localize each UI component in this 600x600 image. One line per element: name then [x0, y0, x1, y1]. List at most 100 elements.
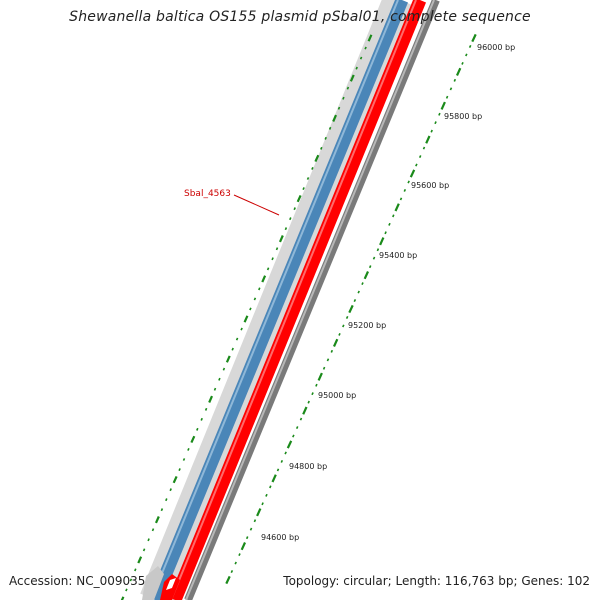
major-tick — [409, 169, 416, 178]
scale-label: 94600 bp — [261, 533, 299, 542]
major-tick — [425, 135, 431, 144]
scale-label: 96000 bp — [477, 43, 515, 52]
forward-strand-highlight — [150, 0, 399, 600]
major-tick — [154, 516, 160, 524]
minor-tick — [129, 578, 133, 582]
forward-gene-end — [142, 566, 164, 600]
major-tick — [332, 338, 339, 347]
minor-tick — [324, 136, 327, 140]
minor-tick — [271, 257, 274, 261]
minor-tick — [230, 570, 234, 574]
major-tick — [363, 271, 370, 280]
minor-tick — [368, 265, 372, 269]
minor-tick — [200, 417, 203, 421]
minor-tick — [295, 426, 299, 430]
minor-tick — [299, 417, 303, 421]
minor-tick — [399, 197, 403, 201]
minor-tick — [468, 44, 472, 48]
major-tick — [190, 435, 196, 444]
minor-tick — [338, 332, 341, 336]
minor-tick — [234, 561, 237, 565]
minor-tick — [434, 121, 437, 125]
minor-tick — [361, 282, 364, 286]
minor-tick — [249, 307, 252, 311]
minor-tick — [292, 434, 295, 438]
minor-tick — [392, 214, 395, 218]
outer-scale-ring — [225, 33, 477, 585]
inner-tick-ring — [120, 34, 373, 600]
minor-tick — [359, 56, 363, 60]
minor-tick — [306, 177, 310, 180]
gene-label: Sbal_4563 — [184, 189, 231, 199]
major-tick — [302, 406, 308, 415]
minor-tick — [204, 407, 208, 411]
minor-tick — [357, 290, 360, 294]
minor-tick — [258, 287, 261, 291]
minor-tick — [284, 451, 287, 455]
major-tick — [440, 101, 446, 110]
minor-tick — [355, 66, 358, 70]
minor-tick — [222, 367, 226, 371]
minor-tick — [284, 227, 288, 231]
major-tick — [137, 556, 143, 564]
major-tick — [240, 542, 247, 551]
minor-tick — [353, 299, 357, 303]
minor-tick — [218, 377, 221, 381]
major-tick — [243, 315, 249, 323]
minor-tick — [231, 347, 234, 351]
minor-tick — [376, 248, 380, 252]
minor-tick — [326, 358, 330, 362]
major-tick — [471, 33, 477, 43]
minor-tick — [187, 447, 190, 451]
scale-label: 94800 bp — [289, 462, 327, 471]
minor-tick — [269, 485, 272, 489]
minor-tick — [453, 78, 457, 82]
major-tick — [314, 154, 320, 163]
minor-tick — [196, 427, 199, 431]
minor-tick — [165, 498, 168, 502]
minor-tick — [245, 536, 249, 540]
minor-tick — [345, 315, 349, 319]
minor-tick — [461, 61, 464, 65]
scale-label: 95200 bp — [348, 321, 386, 330]
major-tick — [172, 475, 178, 484]
minor-tick — [418, 155, 422, 159]
minor-tick — [415, 163, 418, 167]
major-tick — [120, 596, 125, 600]
minor-tick — [337, 106, 341, 110]
minor-tick — [275, 247, 279, 251]
minor-tick — [253, 297, 257, 301]
minor-tick — [384, 231, 387, 235]
minor-tick — [147, 538, 150, 542]
major-tick — [317, 372, 323, 381]
forward-strand-gene — [148, 0, 409, 600]
minor-tick — [407, 180, 410, 184]
major-tick — [278, 235, 284, 243]
minor-tick — [311, 166, 314, 170]
major-tick — [349, 74, 355, 82]
major-tick — [394, 203, 400, 212]
reverse-strand-gene — [168, 0, 427, 600]
minor-tick — [311, 392, 314, 396]
major-tick — [225, 575, 231, 585]
scale-label: 95000 bp — [318, 391, 356, 400]
reverse-strand-highlight — [170, 0, 417, 600]
major-tick — [271, 474, 277, 483]
major-tick — [208, 395, 214, 403]
minor-tick — [342, 96, 345, 100]
minor-tick — [342, 324, 345, 328]
major-tick — [225, 355, 231, 363]
minor-tick — [125, 588, 128, 592]
minor-tick — [134, 568, 137, 572]
minor-tick — [364, 46, 367, 50]
minor-tick — [330, 349, 334, 353]
major-tick — [296, 194, 302, 203]
major-tick — [348, 304, 354, 314]
minor-tick — [249, 527, 253, 531]
scale-label: 95600 bp — [411, 181, 449, 190]
gene-label-leader — [233, 194, 280, 216]
minor-tick — [322, 366, 326, 370]
minor-tick — [169, 488, 172, 492]
major-tick — [286, 440, 293, 449]
